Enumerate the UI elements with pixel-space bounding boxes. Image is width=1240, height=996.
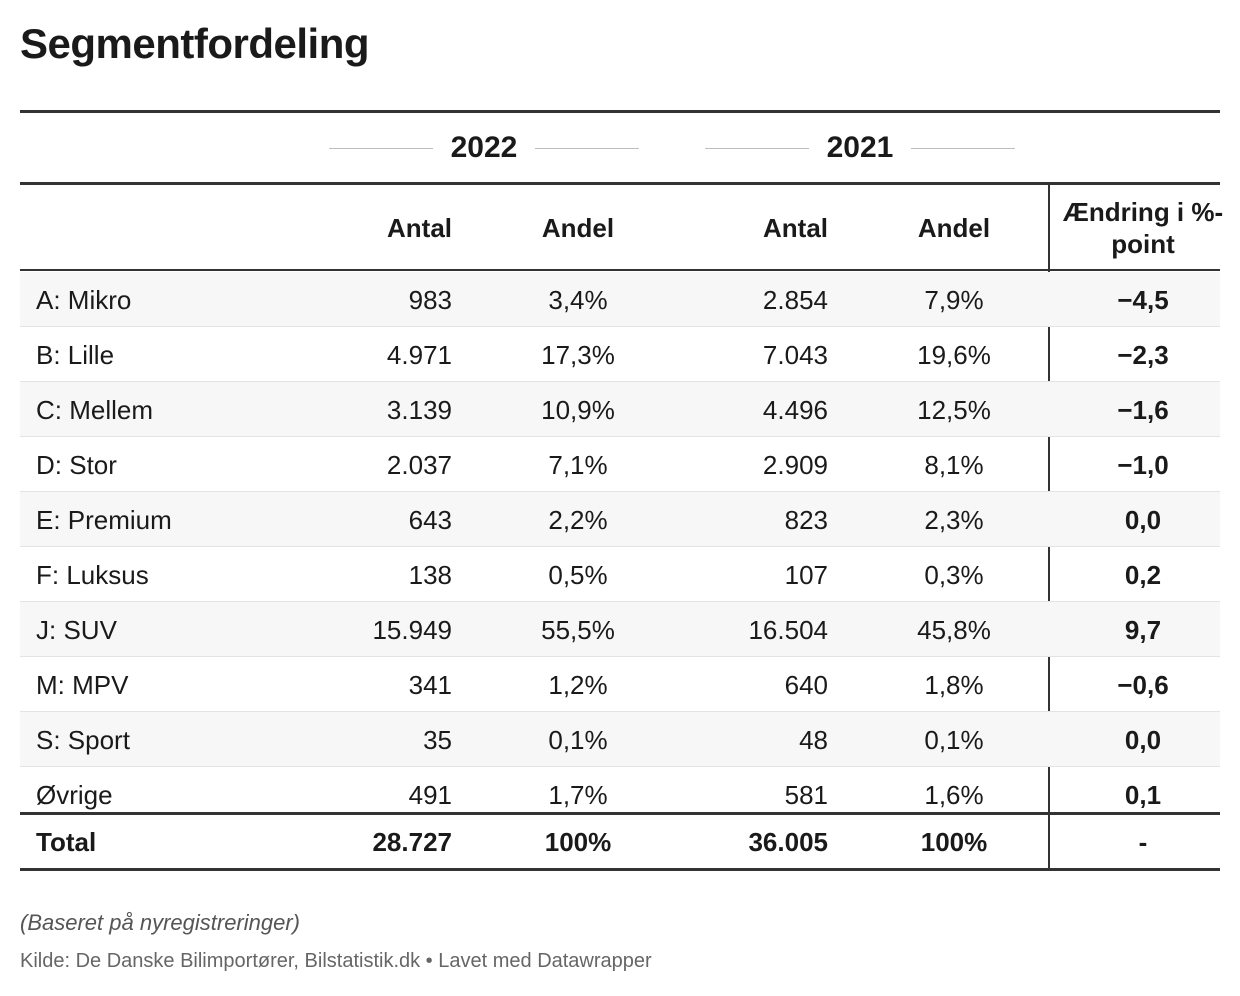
- cell-antal-2021: 7.043: [762, 340, 828, 370]
- total-change: -: [1138, 827, 1148, 857]
- cell-change: −4,5: [1117, 285, 1169, 315]
- table-row: E: Premium 643 2,2% 823 2,3% 0,0: [20, 492, 1220, 547]
- total-andel-2022: 100%: [544, 827, 612, 857]
- cell-change: 0,0: [1124, 505, 1162, 535]
- table-row: S: Sport 35 0,1% 48 0,1% 0,0: [20, 712, 1220, 767]
- group-header-label: 2021: [826, 131, 894, 164]
- cell-change: −1,6: [1117, 395, 1169, 425]
- table-row: J: SUV 15.949 55,5% 16.504 45,8% 9,7: [20, 602, 1220, 657]
- row-label: S: Sport: [36, 725, 130, 755]
- cell-antal-2021: 48: [799, 725, 828, 755]
- cell-antal-2022: 983: [408, 285, 452, 315]
- row-label: J: SUV: [36, 615, 117, 645]
- table-row: B: Lille 4.971 17,3% 7.043 19,6% −2,3: [20, 327, 1220, 382]
- table-body: A: Mikro 983 3,4% 2.854 7,9% −4,5 B: Lille 4.97…: [20, 272, 1220, 821]
- column-header-andel-2022: Andel: [541, 212, 615, 243]
- cell-antal-2022: 138: [408, 560, 452, 590]
- total-label: Total: [36, 827, 97, 857]
- cell-antal-2021: 2.854: [762, 285, 828, 315]
- cell-andel-2021: 1,8%: [924, 670, 984, 700]
- row-label: F: Luksus: [36, 560, 149, 590]
- cell-andel-2022: 0,5%: [548, 560, 608, 590]
- cell-antal-2022: 35: [423, 725, 452, 755]
- cell-andel-2022: 2,2%: [548, 505, 608, 535]
- cell-change: −2,3: [1117, 340, 1169, 370]
- cell-andel-2021: 8,1%: [924, 450, 984, 480]
- group-header-2021: 2021: [704, 128, 1016, 168]
- cell-andel-2021: 1,6%: [924, 780, 984, 810]
- column-header-antal-2022: Antal: [387, 212, 452, 243]
- group-header-label: 2022: [450, 131, 518, 164]
- source-line: Kilde: De Danske Bilimportører, Bilstati…: [20, 950, 652, 972]
- cell-antal-2022: 15.949: [372, 615, 452, 645]
- cell-andel-2022: 10,9%: [541, 395, 615, 425]
- cell-antal-2021: 2.909: [762, 450, 828, 480]
- row-label: A: Mikro: [36, 285, 132, 315]
- cell-change: 0,1: [1124, 780, 1162, 810]
- table-row: D: Stor 2.037 7,1% 2.909 8,1% −1,0: [20, 437, 1220, 492]
- cell-change: 9,7: [1124, 615, 1162, 645]
- table-row: C: Mellem 3.139 10,9% 4.496 12,5% −1,6: [20, 382, 1220, 437]
- total-row: Total 28.727 100% 36.005 100% -: [20, 815, 1220, 868]
- group-header-2022: 2022: [328, 128, 640, 168]
- header-rule: [20, 182, 1220, 185]
- cell-antal-2022: 491: [408, 780, 452, 810]
- cell-andel-2022: 0,1%: [548, 725, 608, 755]
- cell-antal-2021: 16.504: [748, 615, 828, 645]
- total-antal-2022: 28.727: [372, 827, 452, 857]
- cell-andel-2021: 45,8%: [917, 615, 991, 645]
- row-label: B: Lille: [36, 340, 115, 370]
- cell-andel-2022: 1,7%: [548, 780, 608, 810]
- cell-andel-2021: 2,3%: [924, 505, 984, 535]
- column-header-andel-2021: Andel: [917, 212, 991, 243]
- row-label: C: Mellem: [36, 395, 154, 425]
- row-label: E: Premium: [36, 505, 172, 535]
- cell-change: −1,0: [1117, 450, 1169, 480]
- table-row: M: MPV 341 1,2% 640 1,8% −0,6: [20, 657, 1220, 712]
- column-header-antal-2021: Antal: [763, 212, 828, 243]
- page-title: Segmentfordeling: [20, 20, 370, 67]
- cell-antal-2022: 2.037: [386, 450, 452, 480]
- row-label: D: Stor: [36, 450, 117, 480]
- row-label: M: MPV: [36, 670, 129, 700]
- table-row: Øvrige 491 1,7% 581 1,6% 0,1: [20, 767, 1220, 821]
- cell-andel-2021: 0,1%: [924, 725, 984, 755]
- cell-andel-2021: 7,9%: [924, 285, 984, 315]
- cell-change: 0,0: [1124, 725, 1162, 755]
- group-header-line: [328, 147, 433, 149]
- cell-antal-2021: 823: [784, 505, 828, 535]
- cell-antal-2022: 3.139: [386, 395, 452, 425]
- cell-antal-2021: 107: [784, 560, 828, 590]
- column-header-rule: [20, 269, 1220, 271]
- cell-andel-2022: 17,3%: [541, 340, 615, 370]
- cell-andel-2022: 3,4%: [548, 285, 608, 315]
- column-header-change: Ændring i %-point: [1062, 197, 1224, 259]
- cell-andel-2022: 7,1%: [548, 450, 608, 480]
- row-label: Øvrige: [36, 780, 113, 810]
- cell-antal-2022: 341: [408, 670, 452, 700]
- cell-andel-2022: 55,5%: [541, 615, 615, 645]
- cell-change: −0,6: [1117, 670, 1169, 700]
- cell-antal-2021: 4.496: [762, 395, 828, 425]
- cell-andel-2021: 0,3%: [924, 560, 984, 590]
- cell-antal-2021: 581: [784, 780, 828, 810]
- table-bottom-rule: [20, 868, 1220, 871]
- table-top-rule: [20, 110, 1220, 113]
- total-antal-2021: 36.005: [748, 827, 828, 857]
- footnote: (Baseret på nyregistreringer): [20, 910, 301, 935]
- group-header-line: [535, 147, 640, 149]
- cell-andel-2021: 12,5%: [917, 395, 991, 425]
- group-header-line: [911, 147, 1016, 149]
- cell-andel-2022: 1,2%: [548, 670, 608, 700]
- group-header-line: [704, 147, 809, 149]
- cell-change: 0,2: [1124, 560, 1162, 590]
- cell-antal-2022: 4.971: [386, 340, 452, 370]
- cell-antal-2021: 640: [784, 670, 828, 700]
- cell-andel-2021: 19,6%: [917, 340, 991, 370]
- table-row: A: Mikro 983 3,4% 2.854 7,9% −4,5: [20, 272, 1220, 327]
- total-andel-2021: 100%: [920, 827, 988, 857]
- cell-antal-2022: 643: [408, 505, 452, 535]
- total-rule: [20, 812, 1220, 815]
- table-row: F: Luksus 138 0,5% 107 0,3% 0,2: [20, 547, 1220, 602]
